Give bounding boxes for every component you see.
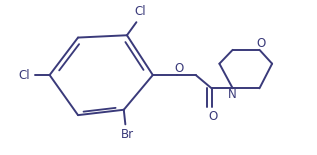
Text: Cl: Cl [19, 69, 30, 82]
Text: N: N [228, 88, 237, 101]
Text: Br: Br [120, 128, 133, 141]
Text: O: O [175, 62, 184, 75]
Text: O: O [209, 110, 218, 123]
Text: O: O [256, 37, 266, 50]
Text: Cl: Cl [135, 5, 146, 18]
